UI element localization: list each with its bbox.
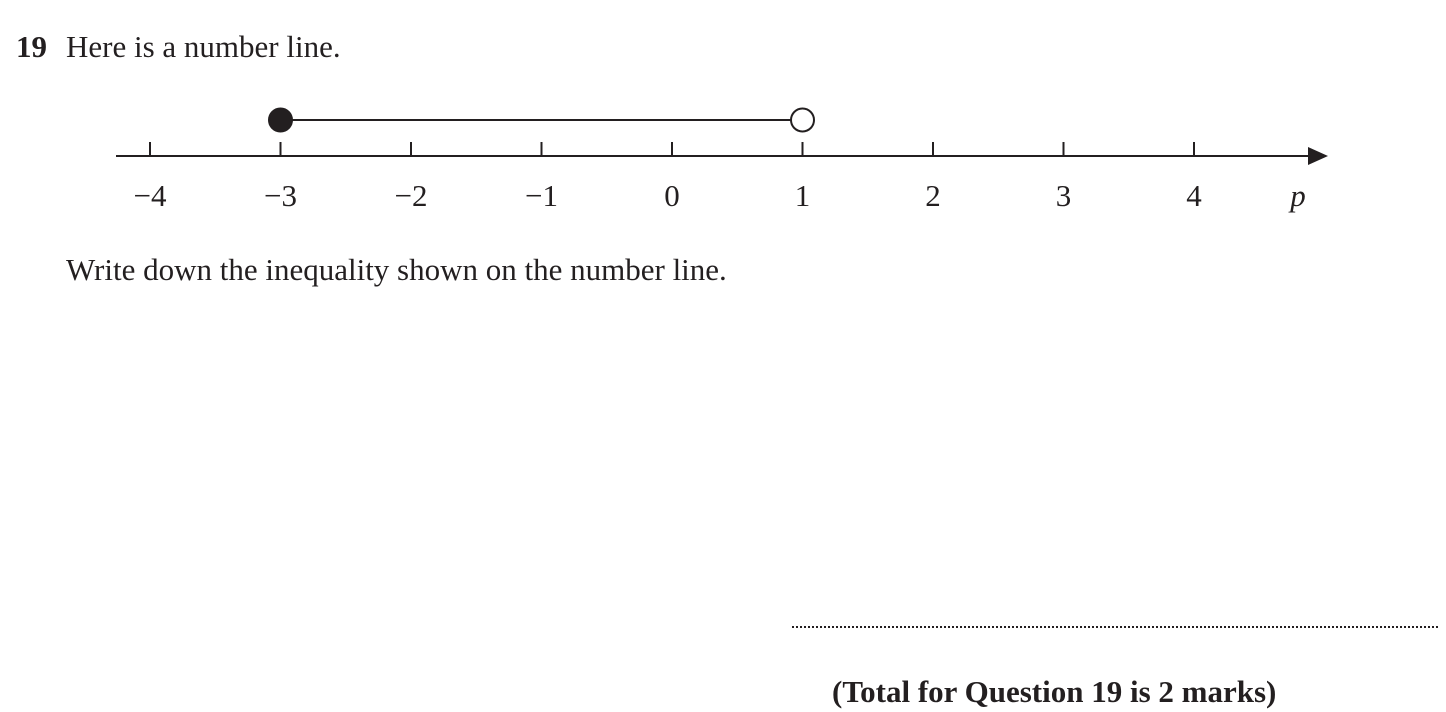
tick-label: −3 xyxy=(264,178,297,213)
number-line-axis xyxy=(116,147,1328,165)
tick-label: 4 xyxy=(1186,178,1202,213)
axis-variable-label: p xyxy=(1288,178,1306,213)
tick-label: 0 xyxy=(664,178,680,213)
inequality-interval xyxy=(268,107,815,133)
total-marks: (Total for Question 19 is 2 marks) xyxy=(832,674,1277,709)
answer-line[interactable] xyxy=(792,626,1438,628)
question-intro: Here is a number line. xyxy=(66,29,341,64)
interval-end-open-circle xyxy=(790,107,815,133)
number-line-ticks xyxy=(149,142,1195,156)
tick-label: −2 xyxy=(395,178,428,213)
tick-label: 2 xyxy=(925,178,941,213)
tick-label: −1 xyxy=(525,178,558,213)
interval-start-filled-circle xyxy=(268,107,293,133)
question-number: 19 xyxy=(16,29,47,64)
question-instruction: Write down the inequality shown on the n… xyxy=(66,252,727,287)
tick-label: 1 xyxy=(795,178,811,213)
axis-arrowhead xyxy=(1308,147,1328,165)
tick-label: −4 xyxy=(134,178,167,213)
tick-label: 3 xyxy=(1056,178,1072,213)
number-line-diagram: −4 −3 −2 −1 0 1 2 3 4 p xyxy=(116,107,1328,213)
number-line-tick-labels: −4 −3 −2 −1 0 1 2 3 4 xyxy=(134,178,1203,213)
